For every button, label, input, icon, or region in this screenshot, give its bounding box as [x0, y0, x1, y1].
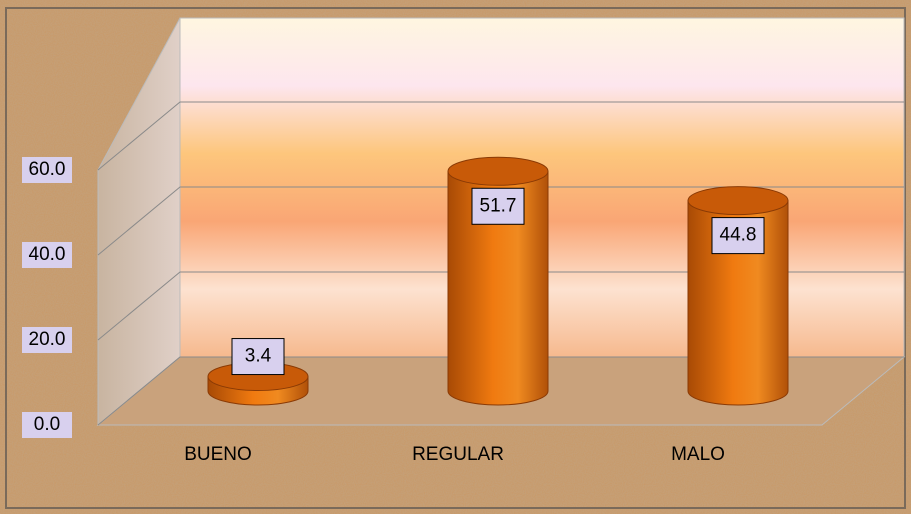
bar-top	[447, 156, 549, 186]
grid-line	[97, 101, 904, 171]
value-label-box	[711, 217, 765, 255]
value-label-box	[471, 187, 525, 225]
x-tick-label: MALO	[671, 444, 725, 465]
frame	[5, 7, 906, 509]
tick-label-box	[22, 157, 72, 183]
x-tick-label: REGULAR	[412, 444, 504, 465]
y-tick-label: 0.0	[34, 414, 60, 435]
y-tick-label: 20.0	[29, 329, 66, 350]
cylinder	[447, 156, 549, 406]
tick-label-box	[22, 327, 72, 353]
value-label: 3.4	[245, 346, 272, 367]
value-label: 51.7	[480, 195, 517, 216]
value-label: 44.8	[720, 225, 757, 246]
grid-line	[97, 356, 904, 426]
grid-line	[97, 186, 904, 256]
bar-top	[687, 186, 789, 216]
value-label-box	[231, 338, 285, 376]
y-tick-label: 60.0	[29, 159, 66, 180]
tick-label-box	[22, 242, 72, 268]
grid-line	[97, 271, 904, 341]
bar	[447, 170, 549, 406]
x-tick-label: BUENO	[184, 444, 252, 465]
tick-label-box	[22, 412, 72, 438]
y-tick-label: 40.0	[29, 244, 66, 265]
